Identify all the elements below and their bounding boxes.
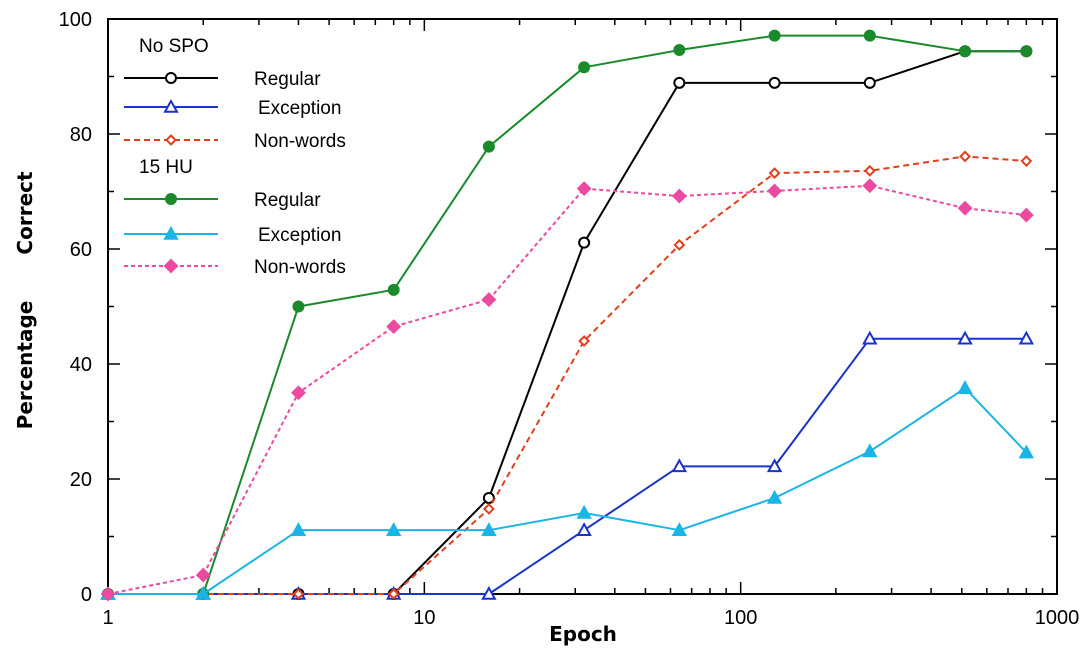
data-point-no-spo-non-words — [959, 150, 971, 163]
series-line-no-spo-regular — [108, 50, 1027, 595]
x-tick-label: 100 — [724, 607, 757, 629]
x-tick-label: 10 — [413, 607, 435, 629]
data-point-no-spo-non-words — [768, 167, 781, 180]
data-point-no-spo-non-words — [292, 588, 305, 600]
data-point-15-hu-regular — [292, 300, 305, 313]
series-no-spo-exception — [100, 330, 1035, 600]
data-point-15-hu-non-words — [481, 292, 497, 308]
legend-marker — [165, 193, 177, 205]
data-point-15-hu-non-words — [386, 319, 402, 335]
series-line-15-hu-non-words — [107, 184, 1027, 595]
data-point-no-spo-non-words — [863, 164, 876, 177]
data-point-no-spo-non-words — [387, 588, 400, 600]
series-no-spo-non-words — [102, 150, 1033, 600]
y-tick-label: 0 — [81, 584, 92, 606]
data-point-15-hu-exception — [1018, 444, 1035, 459]
data-point-15-hu-regular — [387, 283, 400, 296]
data-point-15-hu-non-words — [100, 586, 116, 602]
data-point-no-spo-exception — [1018, 330, 1035, 345]
data-point-no-spo-regular — [863, 76, 876, 89]
data-point-15-hu-regular — [959, 45, 972, 58]
series-15-hu-non-words — [100, 178, 1034, 602]
data-point-15-hu-exception — [766, 489, 783, 504]
data-point-15-hu-non-words — [862, 178, 878, 194]
x-tick-label: 1000 — [1035, 607, 1080, 629]
legend: No SPO 15 HU Regular Exception Non-words Regu… — [124, 36, 346, 278]
data-point-no-spo-regular — [673, 76, 686, 89]
series-15-hu-regular — [102, 29, 1033, 600]
data-point-15-hu-exception — [576, 504, 592, 519]
series-15-hu-exception — [100, 380, 1035, 600]
series-line-15-hu-regular — [108, 34, 1027, 595]
data-point-no-spo-exception — [862, 330, 878, 345]
legend-group-title: No SPO — [139, 36, 209, 57]
data-point-no-spo-regular — [578, 236, 591, 249]
series-line-15-hu-exception — [108, 387, 1028, 595]
y-axis-title-part-1: Percentage — [13, 301, 37, 430]
legend-label: Non-words — [254, 257, 346, 278]
data-point-15-hu-non-words — [1018, 207, 1034, 223]
legend-marker — [165, 72, 177, 84]
data-point-no-spo-non-words — [578, 335, 591, 347]
plot-frame — [107, 18, 1058, 595]
legend-label: Regular — [254, 190, 321, 211]
series-layer — [100, 29, 1035, 602]
legend-marker — [163, 98, 179, 113]
legend-group-title: 15 HU — [139, 157, 193, 178]
plot-area — [100, 18, 1058, 602]
legend-marker — [163, 225, 179, 240]
y-axis-title-part-2: Correct — [13, 171, 37, 255]
data-point-15-hu-regular — [768, 29, 781, 42]
data-point-15-hu-exception — [481, 522, 497, 536]
data-point-15-hu-exception — [957, 380, 973, 394]
data-point-15-hu-non-words — [957, 200, 973, 216]
data-point-no-spo-regular — [768, 76, 781, 89]
data-point-no-spo-non-words — [482, 502, 495, 515]
tick-labels: 1 10 100 1000 0 20 40 60 80 100 — [59, 9, 1080, 629]
data-point-15-hu-regular — [1020, 45, 1033, 58]
data-point-15-hu-exception — [290, 522, 307, 536]
data-point-15-hu-non-words — [671, 188, 687, 204]
legend-marker — [165, 134, 177, 146]
data-point-15-hu-regular — [673, 44, 686, 57]
data-point-15-hu-non-words — [195, 567, 211, 583]
data-point-15-hu-non-words — [767, 183, 782, 199]
axis-ticks — [107, 18, 1057, 595]
legend-label: Regular — [254, 69, 321, 90]
data-point-no-spo-exception — [576, 522, 592, 536]
data-point-15-hu-regular — [863, 29, 876, 42]
data-point-no-spo-regular — [482, 491, 495, 504]
y-tick-label: 60 — [70, 239, 92, 261]
data-point-15-hu-regular — [482, 140, 495, 153]
x-axis-title: Epoch — [549, 622, 617, 646]
y-tick-label: 100 — [59, 9, 92, 31]
series-line-no-spo-non-words — [108, 155, 1027, 595]
legend-marker — [163, 258, 179, 274]
data-point-15-hu-exception — [671, 522, 688, 536]
y-tick-label: 80 — [70, 124, 92, 146]
data-point-15-hu-regular — [578, 61, 591, 74]
data-point-15-hu-exception — [862, 443, 878, 458]
data-point-no-spo-non-words — [673, 239, 686, 251]
data-point-15-hu-non-words — [576, 181, 592, 197]
data-point-15-hu-exception — [385, 522, 402, 536]
data-point-15-hu-non-words — [291, 385, 306, 401]
data-point-no-spo-exception — [671, 458, 688, 473]
data-point-15-hu-exception — [195, 585, 211, 600]
y-tick-label: 20 — [70, 469, 92, 491]
legend-label: Exception — [258, 225, 341, 246]
x-tick-label: 1 — [102, 607, 113, 629]
axis-titles: Epoch Percentage Correct — [13, 171, 617, 646]
data-point-no-spo-non-words — [1020, 155, 1033, 167]
y-tick-label: 40 — [70, 354, 92, 376]
data-point-no-spo-exception — [481, 585, 497, 600]
legend-label: Non-words — [254, 131, 346, 152]
data-point-no-spo-exception — [766, 458, 783, 473]
legend-label: Exception — [258, 98, 341, 119]
data-point-no-spo-exception — [957, 330, 973, 345]
